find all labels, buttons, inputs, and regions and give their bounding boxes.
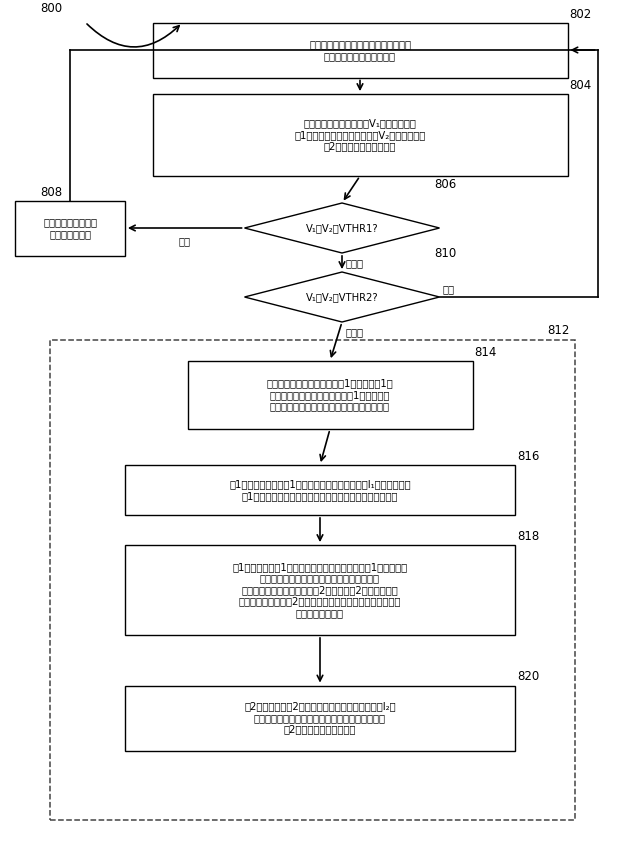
Text: 804: 804	[570, 79, 592, 92]
Polygon shape	[244, 203, 440, 253]
Bar	[15, 201, 125, 255]
Polygon shape	[244, 272, 440, 322]
Text: 808: 808	[40, 185, 62, 198]
Bar	[50, 340, 575, 820]
Bar	[125, 685, 515, 750]
Text: V₁－V₂＞VTHR1?: V₁－V₂＞VTHR1?	[305, 223, 378, 233]
Text: 第1の電池セルから第1の巻線へ流れるように電流I₁を伝導させ、
第1の電池セルからのエネルギーを磁気コア内に貯蔵する: 第1の電池セルから第1の巻線へ流れるように電流I₁を伝導させ、 第1の電池セルか…	[229, 479, 411, 501]
Bar	[187, 361, 473, 429]
Text: いいえ: いいえ	[346, 327, 364, 337]
Text: 電池セルから、その電圧V₁が最大である
第1の電池セルおよびその電圧V₂が最小である
第2の電池セルを選択する: 電池セルから、その電圧V₁が最大である 第1の電池セルおよびその電圧V₂が最小で…	[294, 118, 425, 152]
Bar	[152, 94, 567, 176]
Text: 814: 814	[475, 346, 497, 359]
Text: 810: 810	[435, 247, 457, 260]
Text: 磁気コアに巻き付けられる第1の巻線に第1の
電池セルを結合するために、第1のスイッチ
（またはスイッチセット）をターンオンする: 磁気コアに巻き付けられる第1の巻線に第1の 電池セルを結合するために、第1のスイ…	[267, 379, 393, 411]
Text: 816: 816	[517, 450, 539, 463]
Text: 800: 800	[40, 2, 62, 15]
Text: 電池パック内の複数の直列結合された
電池セルの電圧を検出する: 電池パック内の複数の直列結合された 電池セルの電圧を検出する	[309, 40, 411, 61]
Text: 第2の巻線から第2の電池セルへ流れるように電流I₂を
伝導させ、磁気コア内に貯蔵されたエネルギーを
第2の電池セルに放出する: 第2の巻線から第2の電池セルへ流れるように電流I₂を 伝導させ、磁気コア内に貯蔵…	[244, 701, 396, 734]
Text: 806: 806	[435, 178, 457, 191]
Text: はい: はい	[179, 236, 191, 246]
Bar	[125, 545, 515, 635]
Text: 電池パックの可用性
をチェックする: 電池パックの可用性 をチェックする	[43, 217, 97, 239]
Text: V₁－V₂＜VTHR2?: V₁－V₂＜VTHR2?	[305, 292, 378, 302]
Text: いいえ: いいえ	[346, 258, 364, 268]
Bar	[152, 23, 567, 78]
Text: はい: はい	[442, 284, 455, 294]
Bar	[125, 465, 515, 515]
Text: 818: 818	[517, 530, 539, 543]
Text: 第1の巻線から第1の電池セルを切離すために、第1のスイッチ
（またはスイッチセット）をターンオフし、
磁気コアに巻き付けられる第2の巻線に第2の電池セルを
結合: 第1の巻線から第1の電池セルを切離すために、第1のスイッチ （またはスイッチセッ…	[233, 561, 407, 618]
Text: 812: 812	[547, 324, 570, 337]
Text: 802: 802	[570, 8, 592, 20]
Text: 820: 820	[517, 670, 539, 684]
